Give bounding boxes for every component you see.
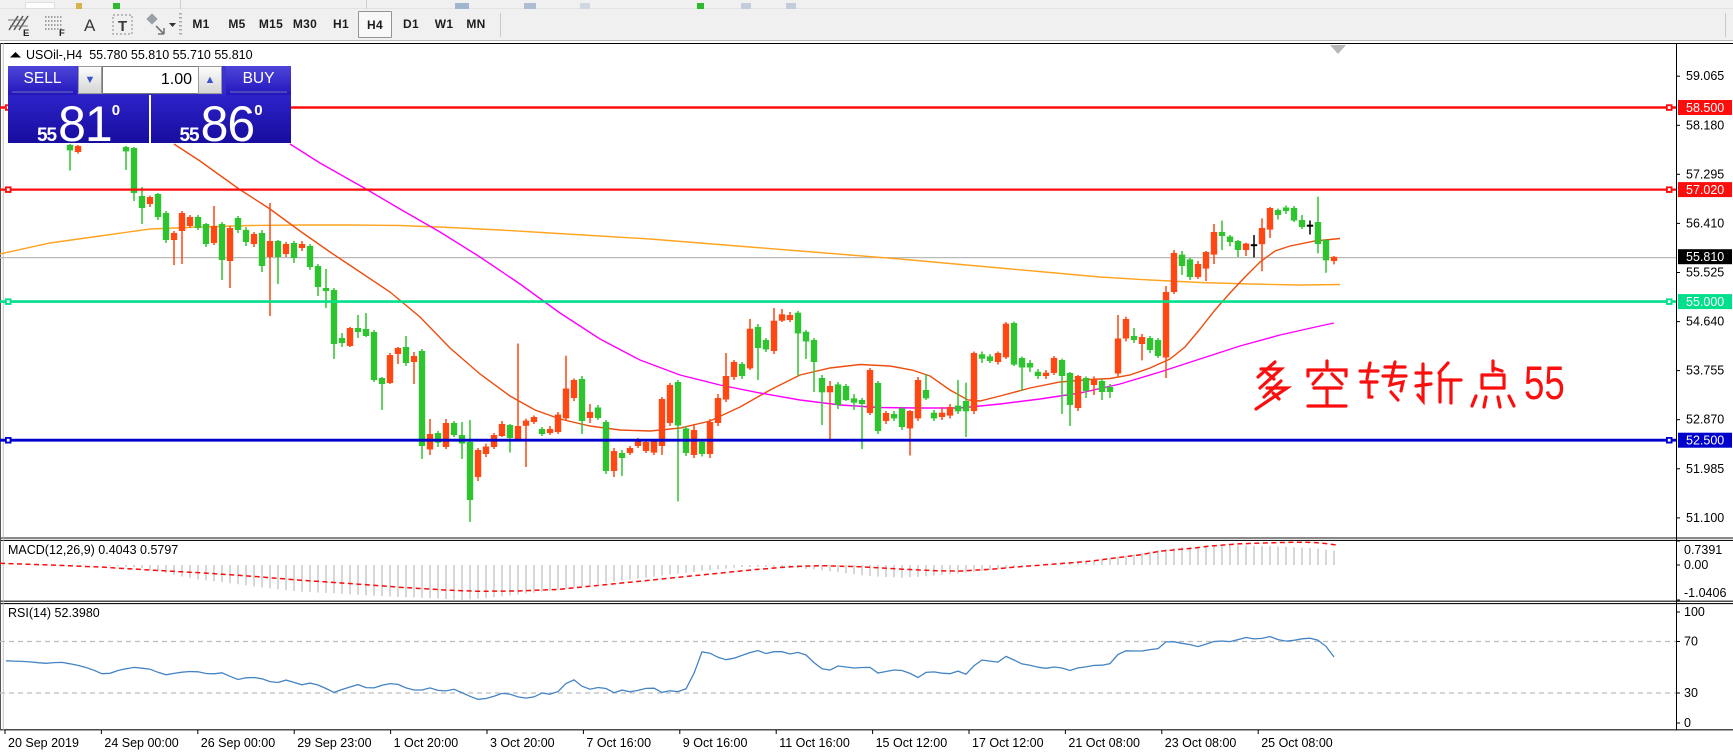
svg-text:26 Sep 00:00: 26 Sep 00:00 <box>201 736 275 750</box>
svg-text:57.295: 57.295 <box>1686 167 1724 181</box>
svg-text:3 Oct 20:00: 3 Oct 20:00 <box>490 736 555 750</box>
svg-text:-1.0406: -1.0406 <box>1684 586 1726 600</box>
svg-text:15 Oct 12:00: 15 Oct 12:00 <box>876 736 948 750</box>
svg-text:30: 30 <box>1684 686 1698 700</box>
svg-text:0.00: 0.00 <box>1684 558 1708 572</box>
svg-text:59.065: 59.065 <box>1686 69 1724 83</box>
svg-text:58.500: 58.500 <box>1686 101 1724 115</box>
svg-text:52.500: 52.500 <box>1686 434 1724 448</box>
svg-text:7 Oct 16:00: 7 Oct 16:00 <box>586 736 651 750</box>
svg-text:F: F <box>59 28 65 38</box>
svg-text:51.100: 51.100 <box>1686 511 1724 525</box>
svg-text:23 Oct 08:00: 23 Oct 08:00 <box>1165 736 1237 750</box>
svg-text:USOil-,H4 55.780 55.810 55.71: USOil-,H4 55.780 55.810 55.710 55.810 <box>26 48 253 62</box>
svg-text:A: A <box>84 16 96 35</box>
svg-text:55.000: 55.000 <box>1686 295 1724 309</box>
svg-text:1 Oct 20:00: 1 Oct 20:00 <box>394 736 459 750</box>
svg-text:51.985: 51.985 <box>1686 462 1724 476</box>
svg-text:20 Sep 2019: 20 Sep 2019 <box>8 736 79 750</box>
svg-text:25 Oct 08:00: 25 Oct 08:00 <box>1261 736 1333 750</box>
svg-text:54.640: 54.640 <box>1686 315 1724 329</box>
svg-text:21 Oct 08:00: 21 Oct 08:00 <box>1068 736 1140 750</box>
svg-text:55: 55 <box>1524 357 1565 409</box>
svg-text:24 Sep 00:00: 24 Sep 00:00 <box>104 736 178 750</box>
svg-text:58.180: 58.180 <box>1686 118 1724 132</box>
svg-text:MACD(12,26,9) 0.4043 0.5797: MACD(12,26,9) 0.4043 0.5797 <box>8 543 178 557</box>
svg-text:0: 0 <box>1684 716 1691 730</box>
svg-text:100: 100 <box>1684 605 1705 619</box>
svg-text:70: 70 <box>1684 635 1698 649</box>
svg-text:9 Oct 16:00: 9 Oct 16:00 <box>683 736 748 750</box>
svg-text:29 Sep 23:00: 29 Sep 23:00 <box>297 736 371 750</box>
svg-text:52.870: 52.870 <box>1686 413 1724 427</box>
svg-text:56.410: 56.410 <box>1686 216 1724 230</box>
svg-text:53.755: 53.755 <box>1686 364 1724 378</box>
svg-text:55.810: 55.810 <box>1686 250 1724 264</box>
svg-text:55.525: 55.525 <box>1686 266 1724 280</box>
svg-text:0.7391: 0.7391 <box>1684 543 1722 557</box>
svg-text:17 Oct 12:00: 17 Oct 12:00 <box>972 736 1044 750</box>
svg-text:11 Oct 16:00: 11 Oct 16:00 <box>779 736 850 750</box>
svg-text:RSI(14) 52.3980: RSI(14) 52.3980 <box>8 606 100 620</box>
svg-text:E: E <box>23 28 29 38</box>
svg-text:T: T <box>118 18 127 35</box>
svg-text:57.020: 57.020 <box>1686 183 1724 197</box>
